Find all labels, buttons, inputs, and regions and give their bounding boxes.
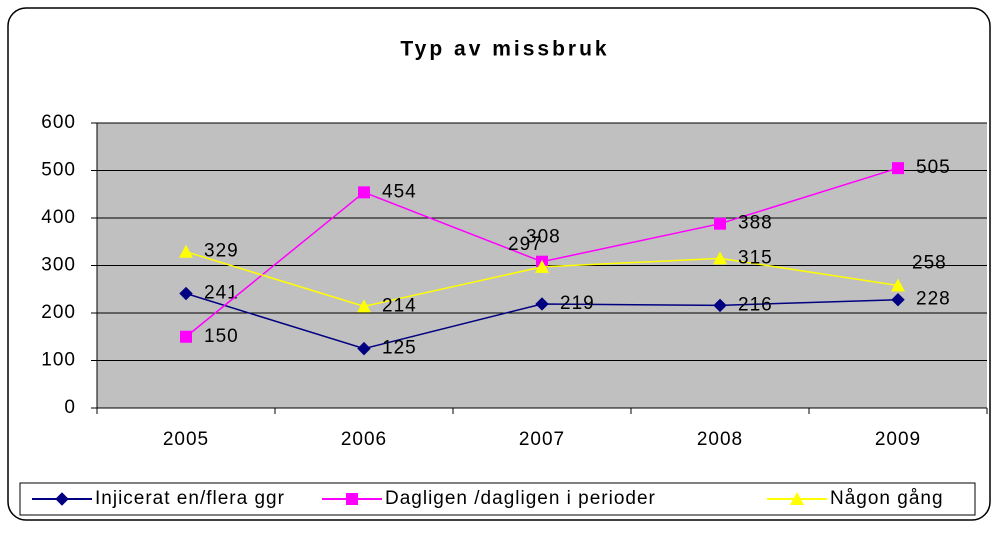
y-tick-label: 400 xyxy=(41,207,76,228)
data-point xyxy=(892,162,904,175)
data-label: 219 xyxy=(560,293,595,314)
y-tick-label: 0 xyxy=(64,397,76,418)
data-label: 308 xyxy=(526,227,561,248)
data-label: 150 xyxy=(204,326,239,347)
data-label: 297 xyxy=(508,234,543,255)
x-tick-label: 2007 xyxy=(519,429,565,450)
data-point xyxy=(357,299,371,313)
data-point xyxy=(535,297,549,311)
data-point xyxy=(179,286,193,301)
data-point xyxy=(713,251,727,265)
data-label: 214 xyxy=(382,295,417,316)
data-label: 125 xyxy=(382,338,417,359)
data-label: 505 xyxy=(916,157,951,178)
x-tick-label: 2008 xyxy=(697,429,743,450)
y-tick-label: 300 xyxy=(41,255,76,276)
data-point xyxy=(180,330,192,343)
y-tick-label: 200 xyxy=(41,302,76,323)
x-tick-label: 2006 xyxy=(341,429,387,450)
legend-label: Någon gång xyxy=(830,488,944,509)
x-tick-label: 2005 xyxy=(163,429,209,450)
legend-label: Dagligen /dagligen i perioder xyxy=(385,488,656,509)
y-tick-label: 600 xyxy=(41,112,76,133)
data-label: 388 xyxy=(738,213,773,234)
chart-title: Typ av missbruk xyxy=(400,38,609,61)
data-point xyxy=(179,244,193,258)
data-label: 315 xyxy=(738,247,773,268)
data-point xyxy=(714,217,726,230)
legend-label: Injicerat en/flera ggr xyxy=(95,488,285,509)
data-point xyxy=(891,278,905,292)
data-point xyxy=(891,292,905,307)
y-tick-label: 100 xyxy=(41,350,76,371)
data-point xyxy=(358,186,370,199)
legend-marker xyxy=(346,493,358,505)
y-tick-label: 500 xyxy=(41,160,76,181)
data-label: 241 xyxy=(204,283,239,304)
x-tick-label: 2009 xyxy=(875,429,921,450)
data-label: 454 xyxy=(382,181,417,202)
data-label: 216 xyxy=(738,294,773,315)
data-point xyxy=(535,259,549,273)
legend-marker xyxy=(790,492,804,505)
data-point xyxy=(357,341,371,356)
legend-marker xyxy=(55,492,69,506)
data-label: 228 xyxy=(916,289,951,310)
data-label: 329 xyxy=(204,241,239,262)
data-point xyxy=(713,298,727,313)
data-label: 258 xyxy=(912,252,947,273)
